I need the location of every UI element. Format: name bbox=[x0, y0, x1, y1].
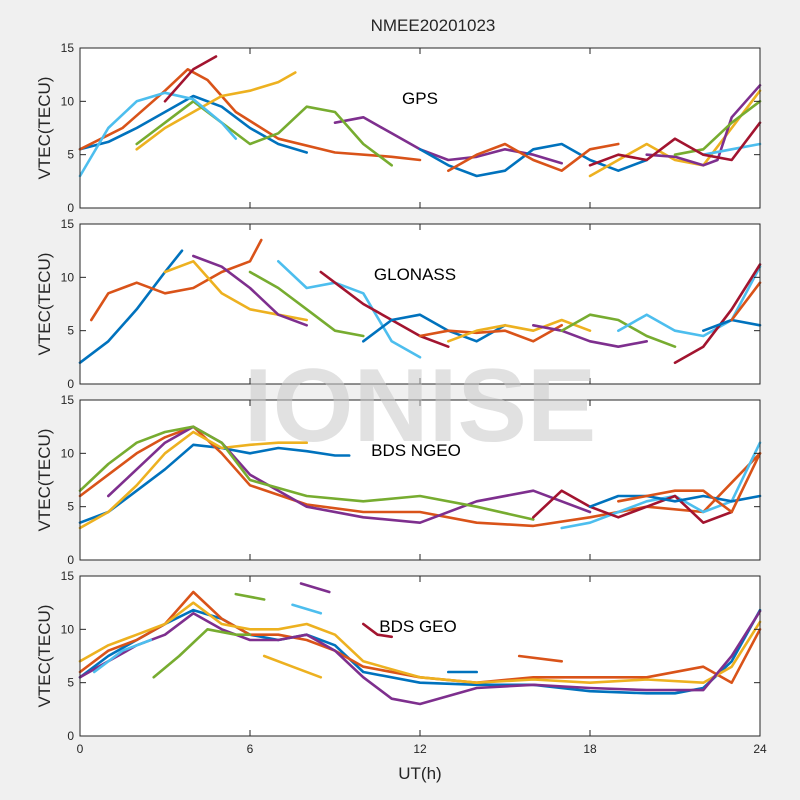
y-tick-label: 15 bbox=[61, 569, 75, 583]
y-axis-label: VTEC(TECU) bbox=[35, 77, 54, 180]
figure: NMEE20201023 0 5 10 15 VTEC(TECU) GPS 0 5 10 15 VT… bbox=[0, 0, 800, 800]
y-tick-label: 0 bbox=[67, 201, 74, 215]
x-tick-label: 0 bbox=[77, 742, 84, 756]
y-tick-label: 15 bbox=[61, 393, 75, 407]
figure-title: NMEE20201023 bbox=[371, 16, 496, 35]
y-tick-label: 10 bbox=[61, 270, 75, 284]
y-tick-label: 15 bbox=[61, 217, 75, 231]
y-tick-label: 5 bbox=[67, 500, 74, 514]
plot-area bbox=[80, 48, 760, 208]
y-tick-label: 5 bbox=[67, 148, 74, 162]
watermark: IONISE bbox=[244, 348, 597, 464]
y-tick-label: 5 bbox=[67, 676, 74, 690]
y-axis-label: VTEC(TECU) bbox=[35, 429, 54, 532]
x-tick-label: 12 bbox=[413, 742, 427, 756]
x-axis-label: UT(h) bbox=[398, 764, 441, 783]
y-tick-label: 0 bbox=[67, 377, 74, 391]
y-tick-label: 10 bbox=[61, 622, 75, 636]
y-tick-label: 0 bbox=[67, 553, 74, 567]
y-tick-label: 5 bbox=[67, 324, 74, 338]
panel-gps: 0 5 10 15 VTEC(TECU) GPS bbox=[35, 41, 760, 215]
y-axis-label: VTEC(TECU) bbox=[35, 253, 54, 356]
y-tick-label: 10 bbox=[61, 94, 75, 108]
x-tick-label: 24 bbox=[753, 742, 767, 756]
x-tick-label: 6 bbox=[247, 742, 254, 756]
panel-label: BDS GEO bbox=[379, 617, 456, 636]
y-tick-label: 0 bbox=[67, 729, 74, 743]
y-tick-label: 10 bbox=[61, 446, 75, 460]
panel-bds-geo: 0 5 10 15 0 6 12 18 24 VTEC(TECU) BDS GEO bbox=[35, 569, 767, 756]
x-tick-label: 18 bbox=[583, 742, 597, 756]
plot-area bbox=[80, 576, 760, 736]
panel-label: GLONASS bbox=[374, 265, 456, 284]
y-axis-label: VTEC(TECU) bbox=[35, 605, 54, 708]
panel-label: GPS bbox=[402, 89, 438, 108]
y-tick-label: 15 bbox=[61, 41, 75, 55]
